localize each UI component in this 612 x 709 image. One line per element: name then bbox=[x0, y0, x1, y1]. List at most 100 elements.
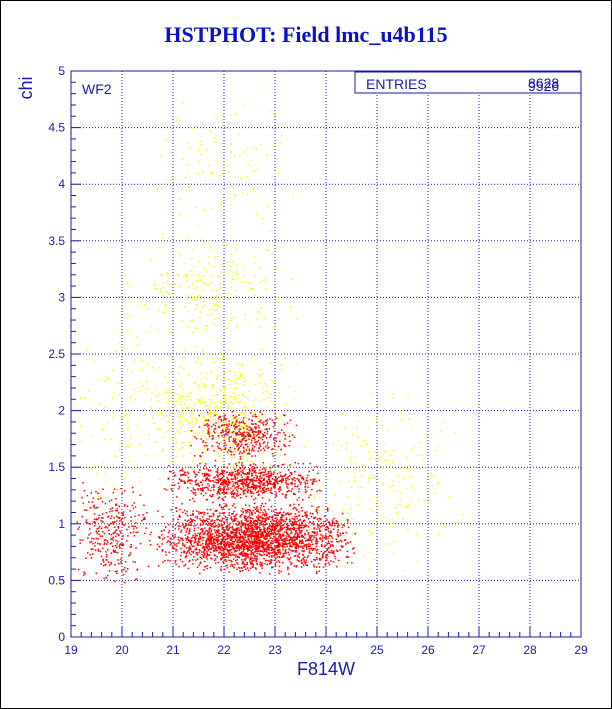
scatter-point bbox=[325, 534, 327, 536]
scatter-point bbox=[269, 516, 271, 518]
scatter-point bbox=[236, 432, 239, 434]
scatter-point bbox=[184, 177, 187, 179]
scatter-point bbox=[297, 520, 300, 522]
scatter-point bbox=[192, 426, 195, 429]
scatter-point bbox=[298, 504, 300, 506]
scatter-point bbox=[223, 554, 226, 556]
scatter-point bbox=[266, 547, 269, 549]
scatter-point bbox=[162, 286, 165, 288]
scatter-point bbox=[203, 465, 206, 467]
scatter-point bbox=[170, 371, 172, 373]
scatter-point bbox=[248, 530, 251, 533]
scatter-point bbox=[190, 452, 192, 454]
scatter-point bbox=[223, 483, 225, 485]
scatter-point bbox=[277, 482, 279, 485]
scatter-point bbox=[217, 438, 220, 440]
scatter-point bbox=[234, 456, 236, 458]
scatter-point bbox=[113, 521, 116, 524]
scatter-point bbox=[254, 464, 257, 466]
scatter-point bbox=[243, 451, 246, 453]
scatter-point bbox=[232, 505, 234, 507]
scatter-point bbox=[224, 556, 226, 559]
scatter-point bbox=[216, 476, 219, 478]
scatter-point bbox=[168, 373, 171, 375]
scatter-point bbox=[246, 547, 248, 550]
scatter-point bbox=[137, 391, 139, 393]
scatter-point bbox=[205, 463, 207, 465]
scatter-point bbox=[254, 480, 256, 482]
scatter-point bbox=[199, 532, 202, 534]
scatter-point bbox=[223, 271, 225, 273]
scatter-point bbox=[341, 512, 344, 515]
scatter-point bbox=[273, 482, 275, 484]
scatter-point bbox=[212, 537, 214, 539]
scatter-point bbox=[238, 469, 240, 471]
scatter-point bbox=[236, 473, 238, 476]
scatter-point bbox=[325, 536, 328, 538]
scatter-point bbox=[111, 398, 113, 400]
scatter-point bbox=[253, 559, 255, 561]
scatter-point bbox=[279, 529, 282, 532]
scatter-point bbox=[262, 546, 264, 548]
scatter-point bbox=[186, 538, 189, 540]
scatter-point bbox=[192, 460, 194, 462]
scatter-point bbox=[127, 535, 129, 537]
scatter-point bbox=[322, 553, 324, 555]
scatter-point bbox=[261, 564, 263, 567]
scatter-point bbox=[201, 520, 204, 522]
scatter-point bbox=[226, 491, 228, 494]
scatter-point bbox=[208, 298, 211, 300]
scatter-point bbox=[235, 547, 238, 549]
scatter-point bbox=[184, 306, 186, 308]
scatter-point bbox=[275, 541, 277, 544]
scatter-point bbox=[177, 518, 179, 521]
scatter-point bbox=[309, 534, 311, 537]
scatter-point bbox=[193, 287, 195, 289]
scatter-point bbox=[217, 538, 219, 540]
scatter-point bbox=[218, 275, 220, 277]
scatter-point bbox=[97, 498, 99, 500]
scatter-point bbox=[103, 539, 106, 542]
scatter-point bbox=[210, 520, 213, 522]
scatter-point bbox=[377, 505, 380, 508]
scatter-point bbox=[247, 547, 250, 549]
scatter-point bbox=[205, 438, 207, 440]
scatter-point bbox=[251, 541, 253, 543]
scatter-point bbox=[135, 547, 137, 549]
scatter-point bbox=[291, 488, 293, 490]
scatter-point bbox=[181, 412, 183, 415]
scatter-point bbox=[306, 511, 308, 513]
scatter-point bbox=[422, 460, 425, 462]
scatter-point bbox=[230, 517, 232, 520]
scatter-point bbox=[242, 549, 245, 551]
scatter-point bbox=[221, 380, 223, 382]
scatter-point bbox=[299, 518, 301, 521]
scatter-point bbox=[391, 396, 394, 399]
scatter-point bbox=[233, 485, 235, 487]
scatter-point bbox=[252, 400, 255, 402]
scatter-point bbox=[284, 445, 287, 448]
scatter-point bbox=[216, 546, 218, 548]
scatter-point bbox=[301, 507, 303, 509]
scatter-point bbox=[224, 529, 226, 531]
scatter-point bbox=[216, 556, 218, 558]
scatter-point bbox=[386, 466, 389, 468]
scatter-point bbox=[252, 552, 255, 554]
scatter-point bbox=[299, 525, 302, 527]
scatter-point bbox=[114, 531, 116, 534]
scatter-point bbox=[128, 446, 130, 448]
scatter-point bbox=[359, 486, 362, 489]
scatter-point bbox=[223, 423, 226, 426]
scatter-point bbox=[433, 492, 436, 495]
scatter-point bbox=[263, 489, 265, 492]
scatter-point bbox=[180, 381, 182, 384]
scatter-point bbox=[180, 554, 182, 557]
scatter-point bbox=[353, 547, 355, 549]
scatter-point bbox=[257, 546, 259, 548]
scatter-point bbox=[120, 394, 123, 397]
scatter-point bbox=[231, 532, 233, 534]
scatter-point bbox=[214, 542, 216, 544]
scatter-point bbox=[281, 514, 283, 517]
scatter-point bbox=[239, 440, 241, 443]
scatter-point bbox=[226, 453, 229, 456]
